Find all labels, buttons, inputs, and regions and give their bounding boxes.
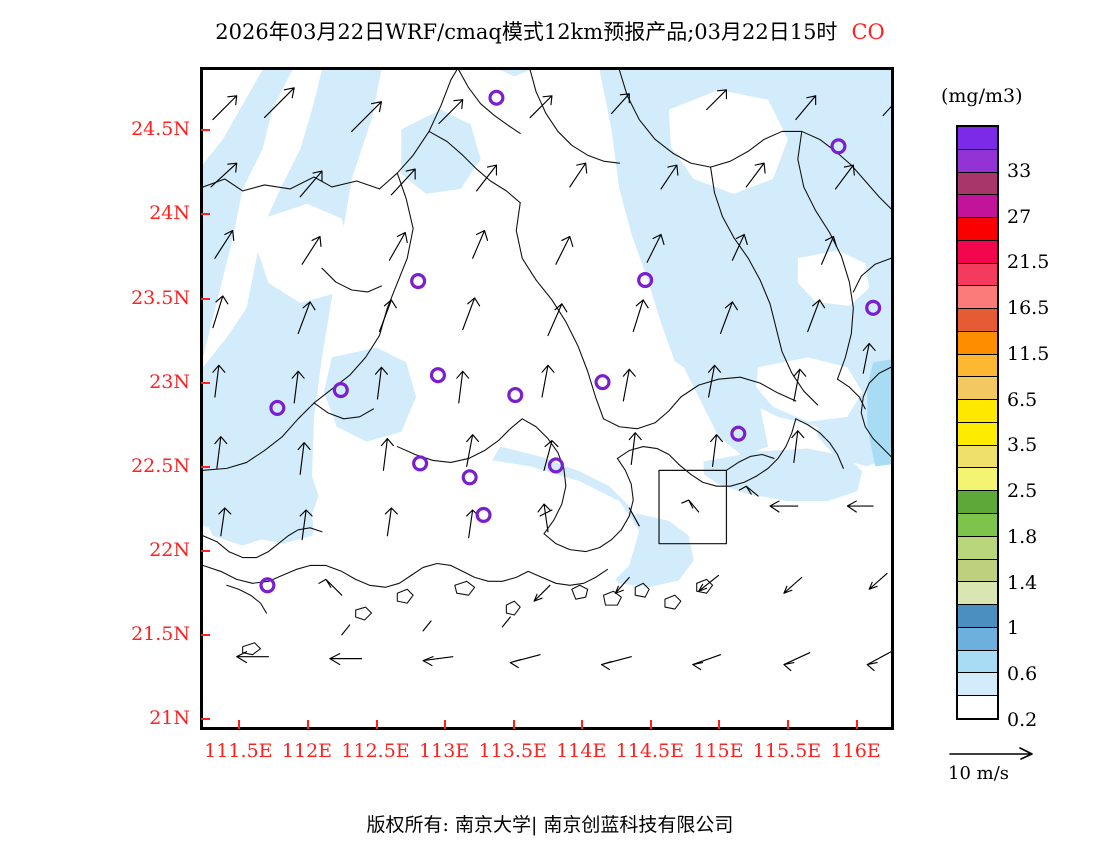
y-axis-tick (201, 297, 210, 300)
forecast-map[interactable] (200, 67, 894, 730)
colorbar-band-16 (958, 491, 997, 515)
co-field-band-below-0p2 (203, 70, 891, 727)
x-axis-tick (855, 720, 858, 729)
y-axis-tick (201, 381, 210, 384)
wind-scale-arrow-icon (949, 747, 1033, 760)
wind-scale-label: 10 m/s (948, 763, 1009, 784)
colorbar-tick-16.5: 16.5 (1007, 297, 1050, 320)
colorbar-band-15 (958, 468, 997, 492)
colorbar-band-9 (958, 331, 997, 355)
colorbar-tick-labels: 33 27 21.5 16.5 11.5 6.5 3.5 2.5 1.8 1.4 1 0.6 0.2 (1003, 125, 1098, 731)
x-axis-label-113.5E: 113.5E (478, 740, 547, 762)
x-axis-tick (512, 720, 515, 729)
colorbar-tick-2.5: 2.5 (1007, 480, 1038, 503)
x-axis-tick (306, 720, 309, 729)
page-title: 2026年03月22日WRF/cmaq模式12km预报产品;03月22日15时 C… (0, 16, 1100, 46)
colorbar-band-2 (958, 172, 997, 196)
y-axis-label-21.5N: 21.5N (131, 623, 190, 646)
y-axis-tick (201, 465, 210, 468)
map-boundaries (203, 70, 891, 656)
colorbar-band-18 (958, 536, 997, 560)
y-axis-tick (201, 718, 210, 721)
colorbar-tick-1.4: 1.4 (1007, 571, 1038, 594)
colorbar-tick-0.6: 0.6 (1007, 663, 1038, 686)
copyright-footer: 版权所有: 南京大学| 南京创蓝科技有限公司 (366, 814, 734, 836)
colorbar-band-4 (958, 218, 997, 241)
colorbar-band-24 (958, 673, 997, 697)
colorbar-tick-3.5: 3.5 (1007, 434, 1038, 457)
colorbar-tick-0.2: 0.2 (1007, 709, 1038, 731)
colorbar-band-0 (958, 127, 997, 150)
y-axis-label-22N: 22N (149, 538, 190, 561)
colorbar-band-25 (958, 696, 997, 718)
colorbar-tick-21.5: 21.5 (1007, 251, 1050, 274)
x-axis-label-114E: 114E (556, 740, 607, 762)
y-axis-label-24.5N: 24.5N (131, 118, 190, 141)
x-axis-label-112E: 112E (281, 740, 333, 762)
y-axis-tick (201, 129, 210, 132)
colorbar-band-10 (958, 354, 997, 378)
colorbar-band-8 (958, 309, 997, 332)
y-axis-label-22.5N: 22.5N (131, 454, 190, 477)
title-species-label: CO (851, 20, 885, 44)
x-axis-label-112.5E: 112.5E (341, 740, 410, 762)
x-axis-label-116E: 116E (830, 740, 881, 762)
x-axis-tick (238, 720, 241, 729)
co-field-band-0p6 (867, 359, 891, 467)
colorbar-band-17 (958, 514, 997, 537)
colorbar-band-12 (958, 400, 997, 423)
y-axis-tick (201, 549, 210, 552)
y-axis-label-24N: 24N (149, 202, 190, 225)
colorbar-tick-1.8: 1.8 (1007, 525, 1038, 548)
y-axis-tick (201, 213, 210, 216)
x-axis-tick (787, 720, 790, 729)
colorbar-band-3 (958, 195, 997, 219)
x-axis-label-113E: 113E (419, 740, 470, 762)
y-axis-label-23N: 23N (149, 370, 190, 393)
x-axis-label-115.5E: 115.5E (752, 740, 822, 762)
colorbar-band-6 (958, 263, 997, 287)
x-axis-tick (649, 720, 652, 729)
x-axis-tick (718, 720, 721, 729)
x-axis-label-114.5E: 114.5E (615, 740, 684, 762)
x-axis-label-111.5E: 111.5E (204, 740, 273, 762)
x-axis-tick (375, 720, 378, 729)
colorbar-band-13 (958, 422, 997, 446)
colorbar-band-19 (958, 559, 997, 583)
colorbar-band-1 (958, 149, 997, 173)
colorbar[interactable] (956, 125, 999, 720)
colorbar-tick-1: 1 (1007, 617, 1020, 640)
y-axis-label-21N: 21N (149, 707, 190, 730)
x-axis-label-115E: 115E (693, 740, 744, 762)
colorbar-band-11 (958, 377, 997, 401)
x-axis-tick (444, 720, 447, 729)
y-axis-label-23.5N: 23.5N (131, 286, 190, 309)
colorbar-band-22 (958, 627, 997, 651)
colorbar-band-23 (958, 650, 997, 674)
x-axis-tick (581, 720, 584, 729)
colorbar-band-7 (958, 286, 997, 310)
colorbar-tick-33: 33 (1007, 159, 1032, 182)
colorbar-units-label: (mg/m3) (941, 85, 1023, 107)
map-canvas (203, 70, 891, 727)
colorbar-band-5 (958, 240, 997, 264)
wind-scale-legend: 10 m/s (946, 742, 1066, 784)
colorbar-tick-11.5: 11.5 (1007, 342, 1050, 365)
y-axis-tick (201, 634, 210, 637)
colorbar-band-14 (958, 445, 997, 469)
wind-vector-field (210, 87, 891, 672)
colorbar-band-21 (958, 605, 997, 628)
colorbar-tick-27: 27 (1007, 205, 1032, 228)
colorbar-tick-6.5: 6.5 (1007, 388, 1038, 411)
title-text: 2026年03月22日WRF/cmaq模式12km预报产品;03月22日15时 (215, 20, 838, 44)
colorbar-band-20 (958, 582, 997, 606)
